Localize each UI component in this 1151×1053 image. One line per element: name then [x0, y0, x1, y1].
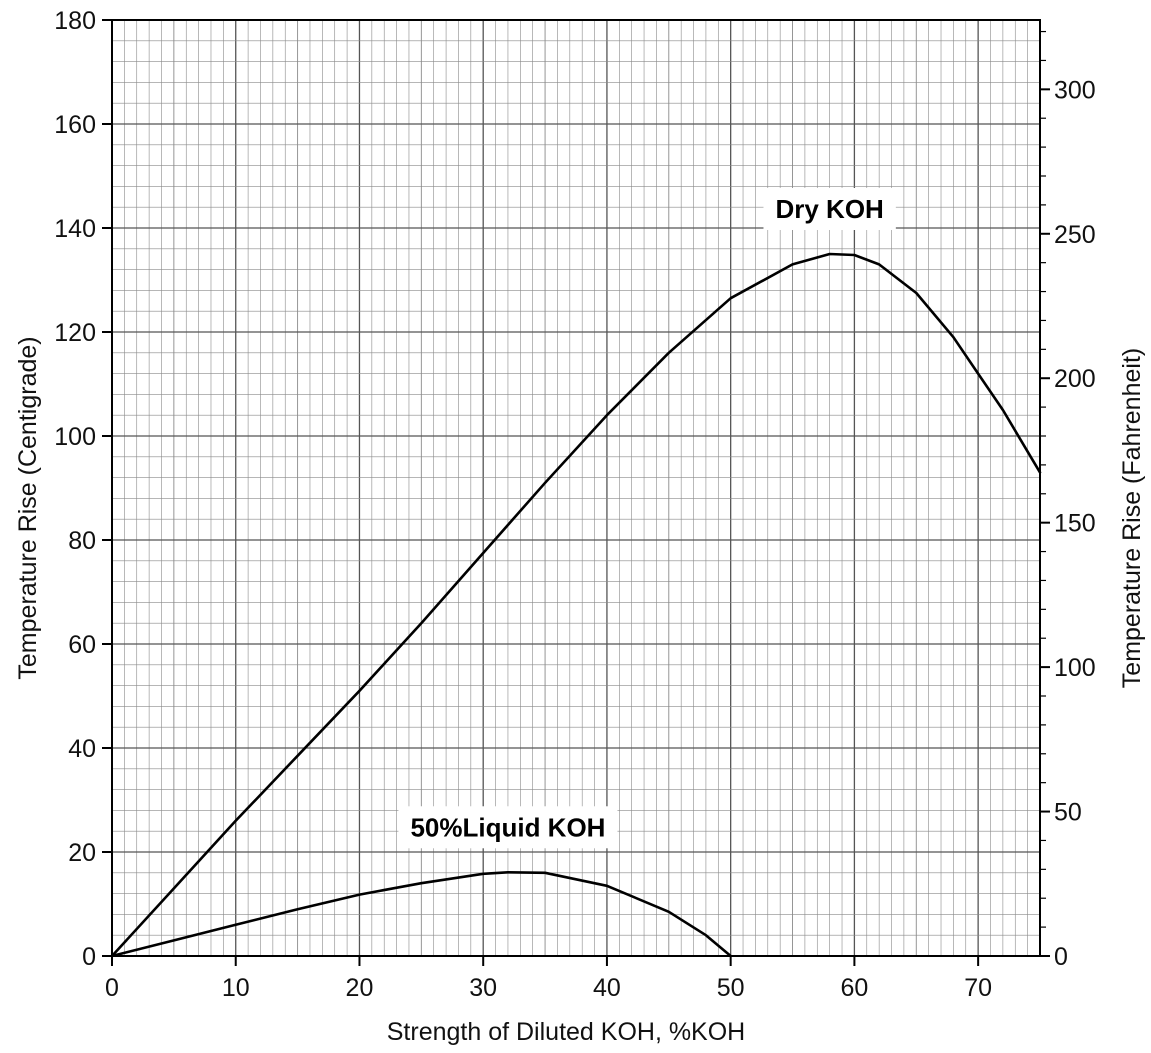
x-tick-label: 0: [105, 974, 119, 1002]
x-tick-label: 60: [840, 974, 868, 1002]
series-label: Dry KOH: [775, 194, 883, 224]
y2-tick-label: 300: [1054, 76, 1096, 104]
y-tick-label: 160: [54, 111, 96, 139]
series-line: [110, 871, 732, 958]
series-line: [110, 252, 1042, 958]
y-tick-label: 80: [68, 527, 96, 555]
series-label-background: [763, 188, 896, 230]
y-tick-label: 140: [54, 215, 96, 243]
y-tick-label: 40: [68, 735, 96, 763]
y2-axis-title: Temperature Rise (Fahrenheit): [1118, 348, 1146, 688]
axis-ticks: 0 10 20 30 40 50 60 70 0 20 40 60 80 100 120 140 160 180 0…: [54, 7, 1095, 1002]
x-tick-label: 30: [469, 974, 497, 1002]
y2-tick-label: 0: [1054, 943, 1068, 971]
grid: [112, 20, 1040, 956]
y-tick-label: 120: [54, 319, 96, 347]
series-label-background: [398, 806, 618, 849]
y-tick-label: 20: [68, 839, 96, 867]
y2-tick-label: 150: [1054, 510, 1096, 538]
y2-tick-label: 200: [1054, 365, 1096, 393]
x-tick-label: 50: [717, 974, 745, 1002]
y2-tick-label: 100: [1054, 654, 1096, 682]
y-tick-label: 180: [54, 7, 96, 35]
y-tick-label: 60: [68, 631, 96, 659]
plot-frame: [111, 19, 1041, 957]
x-tick-label: 10: [222, 974, 250, 1002]
y2-tick-label: 250: [1054, 221, 1096, 249]
x-axis-title: Strength of Diluted KOH, %KOH: [387, 1018, 745, 1046]
y-axis-title: Temperature Rise (Centigrade): [14, 336, 42, 679]
x-tick-label: 20: [346, 974, 374, 1002]
x-tick-label: 70: [964, 974, 992, 1002]
series-label: 50%Liquid KOH: [410, 812, 605, 842]
y-tick-label: 0: [82, 943, 96, 971]
series-labels: Dry KOH 50%Liquid KOH: [398, 188, 896, 849]
x-tick-label: 40: [593, 974, 621, 1002]
series-lines: [110, 252, 1042, 958]
y2-tick-label: 50: [1054, 799, 1082, 827]
y-tick-label: 100: [54, 423, 96, 451]
